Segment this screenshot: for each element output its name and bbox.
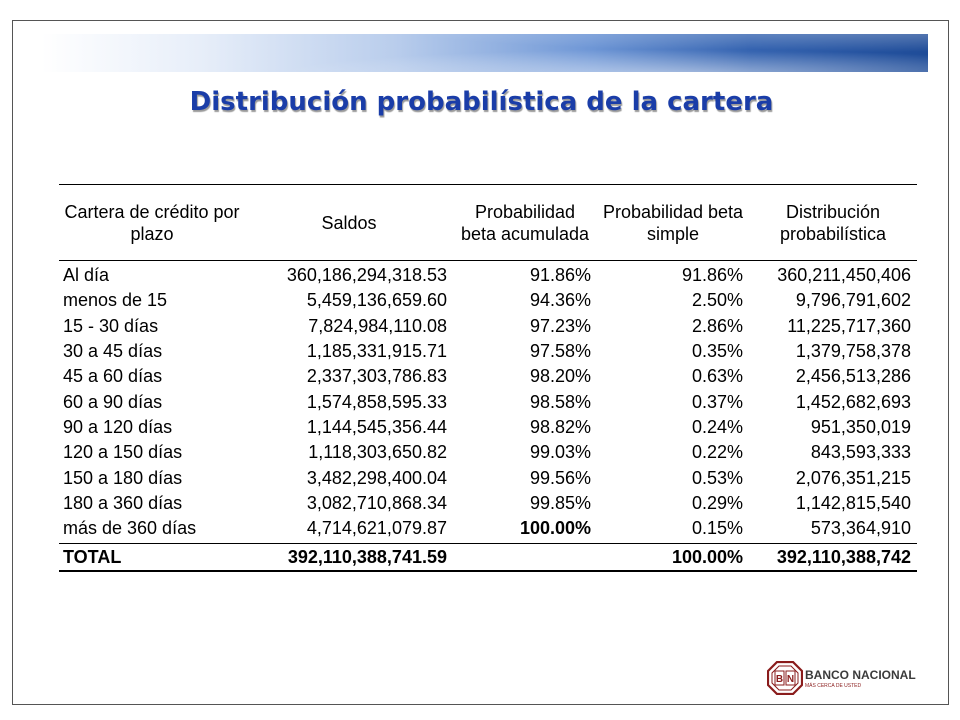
total-prob-acumulada <box>453 543 597 573</box>
table-row: 180 a 360 días 3,082,710,868.34 99.85% 0… <box>59 491 917 516</box>
total-row: TOTAL 392,110,388,741.59 100.00% 392,110… <box>59 543 917 573</box>
header-distribucion: Distribución probabilística <box>749 184 917 261</box>
row-prob-acumulada: 99.85% <box>529 492 591 513</box>
row-prob-simple: 0.35% <box>691 341 743 362</box>
table-row: Al día 360,186,294,318.53 91.86% 91.86% … <box>59 261 917 289</box>
total-label: TOTAL <box>59 543 245 573</box>
table-header-row: Cartera de crédito por plazo Saldos Prob… <box>59 184 917 261</box>
row-saldo: 3,082,710,868.34 <box>306 492 447 513</box>
row-prob-acumulada: 98.58% <box>529 391 591 412</box>
total-prob-simple: 100.00% <box>597 543 749 573</box>
row-label: más de 360 días <box>63 518 197 539</box>
table-row: 60 a 90 días 1,574,858,595.33 98.58% 0.3… <box>59 389 917 414</box>
row-distribucion: 2,456,513,286 <box>795 366 911 387</box>
row-distribucion: 360,211,450,406 <box>777 265 911 286</box>
row-distribucion: 951,350,019 <box>810 416 911 437</box>
row-saldo: 1,144,545,356.44 <box>306 416 447 437</box>
header-cartera: Cartera de crédito por plazo <box>59 184 245 261</box>
row-saldo: 1,118,303,650.82 <box>308 442 447 463</box>
row-saldo: 1,185,331,915.71 <box>306 341 447 362</box>
slide: Distribución probabilística de la carter… <box>12 20 949 705</box>
total-saldo: 392,110,388,741.59 <box>245 543 453 573</box>
row-prob-simple: 0.22% <box>691 442 743 463</box>
row-prob-simple: 0.24% <box>691 416 743 437</box>
row-prob-acumulada: 91.86% <box>529 265 591 286</box>
row-label: 60 a 90 días <box>63 391 163 412</box>
table-row: 45 a 60 días 2,337,303,786.83 98.20% 0.6… <box>59 364 917 389</box>
row-label: Al día <box>63 265 110 286</box>
row-distribucion: 11,225,717,360 <box>787 315 911 336</box>
row-distribucion: 843,593,333 <box>810 442 911 463</box>
row-prob-acumulada: 100.00% <box>519 518 591 539</box>
row-label: 45 a 60 días <box>63 366 163 387</box>
row-prob-simple: 0.53% <box>691 467 743 488</box>
row-prob-acumulada: 98.20% <box>529 366 591 387</box>
row-prob-simple: 2.86% <box>691 315 743 336</box>
row-distribucion: 2,076,351,215 <box>795 467 911 488</box>
row-label: 120 a 150 días <box>63 442 183 463</box>
row-saldo: 4,714,621,079.87 <box>306 518 447 539</box>
row-prob-acumulada: 99.03% <box>529 442 591 463</box>
row-label: 15 - 30 días <box>63 315 159 336</box>
row-label: menos de 15 <box>63 290 168 311</box>
row-saldo: 5,459,136,659.60 <box>306 290 447 311</box>
table-row: menos de 15 5,459,136,659.60 94.36% 2.50… <box>59 288 917 313</box>
row-prob-acumulada: 98.82% <box>529 416 591 437</box>
logo-letter-b: B <box>776 674 783 685</box>
header-saldos: Saldos <box>245 184 453 261</box>
banco-nacional-logo: B N BANCO NACIONAL MÁS CERCA DE USTED <box>767 661 916 695</box>
row-distribucion: 9,796,791,602 <box>795 290 911 311</box>
logo-tagline: MÁS CERCA DE USTED <box>805 683 862 689</box>
row-distribucion: 573,364,910 <box>810 518 911 539</box>
row-prob-acumulada: 94.36% <box>529 290 591 311</box>
row-saldo: 3,482,298,400.04 <box>306 467 447 488</box>
table-row: 15 - 30 días 7,824,984,110.08 97.23% 2.8… <box>59 314 917 339</box>
header-prob-acumulada: Probabilidad beta acumulada <box>453 184 597 261</box>
header-banner <box>41 34 928 72</box>
row-label: 150 a 180 días <box>63 467 183 488</box>
row-saldo: 7,824,984,110.08 <box>308 315 447 336</box>
table-row: 30 a 45 días 1,185,331,915.71 97.58% 0.3… <box>59 339 917 364</box>
row-prob-simple: 0.29% <box>691 492 743 513</box>
row-prob-simple: 0.15% <box>691 518 743 539</box>
table-row: 90 a 120 días 1,144,545,356.44 98.82% 0.… <box>59 415 917 440</box>
logo-bank-name: BANCO NACIONAL <box>805 668 916 682</box>
row-distribucion: 1,452,682,693 <box>795 391 911 412</box>
banner-globe-glow <box>41 34 928 72</box>
row-prob-acumulada: 99.56% <box>529 467 591 488</box>
row-prob-simple: 0.37% <box>691 391 743 412</box>
bn-emblem-icon: B N <box>767 661 803 695</box>
table-row: más de 360 días 4,714,621,079.87 100.00%… <box>59 516 917 544</box>
row-saldo: 360,186,294,318.53 <box>286 265 447 286</box>
row-prob-simple: 0.63% <box>691 366 743 387</box>
row-prob-simple: 2.50% <box>691 290 743 311</box>
row-prob-acumulada: 97.58% <box>529 341 591 362</box>
row-prob-acumulada: 97.23% <box>529 315 591 336</box>
row-distribucion: 1,379,758,378 <box>795 341 911 362</box>
table-row: 150 a 180 días 3,482,298,400.04 99.56% 0… <box>59 465 917 490</box>
slide-title: Distribución probabilística de la carter… <box>189 87 774 117</box>
row-saldo: 2,337,303,786.83 <box>306 366 447 387</box>
row-label: 30 a 45 días <box>63 341 163 362</box>
row-saldo: 1,574,858,595.33 <box>306 391 447 412</box>
portfolio-table: Cartera de crédito por plazo Saldos Prob… <box>59 184 917 573</box>
header-prob-simple: Probabilidad beta simple <box>597 184 749 261</box>
total-distribucion: 392,110,388,742 <box>749 543 917 573</box>
row-label: 180 a 360 días <box>63 492 183 513</box>
row-label: 90 a 120 días <box>63 416 173 437</box>
row-distribucion: 1,142,815,540 <box>795 492 911 513</box>
table-row: 120 a 150 días 1,118,303,650.82 99.03% 0… <box>59 440 917 465</box>
logo-letter-n: N <box>787 674 794 685</box>
row-prob-simple: 91.86% <box>681 265 743 286</box>
